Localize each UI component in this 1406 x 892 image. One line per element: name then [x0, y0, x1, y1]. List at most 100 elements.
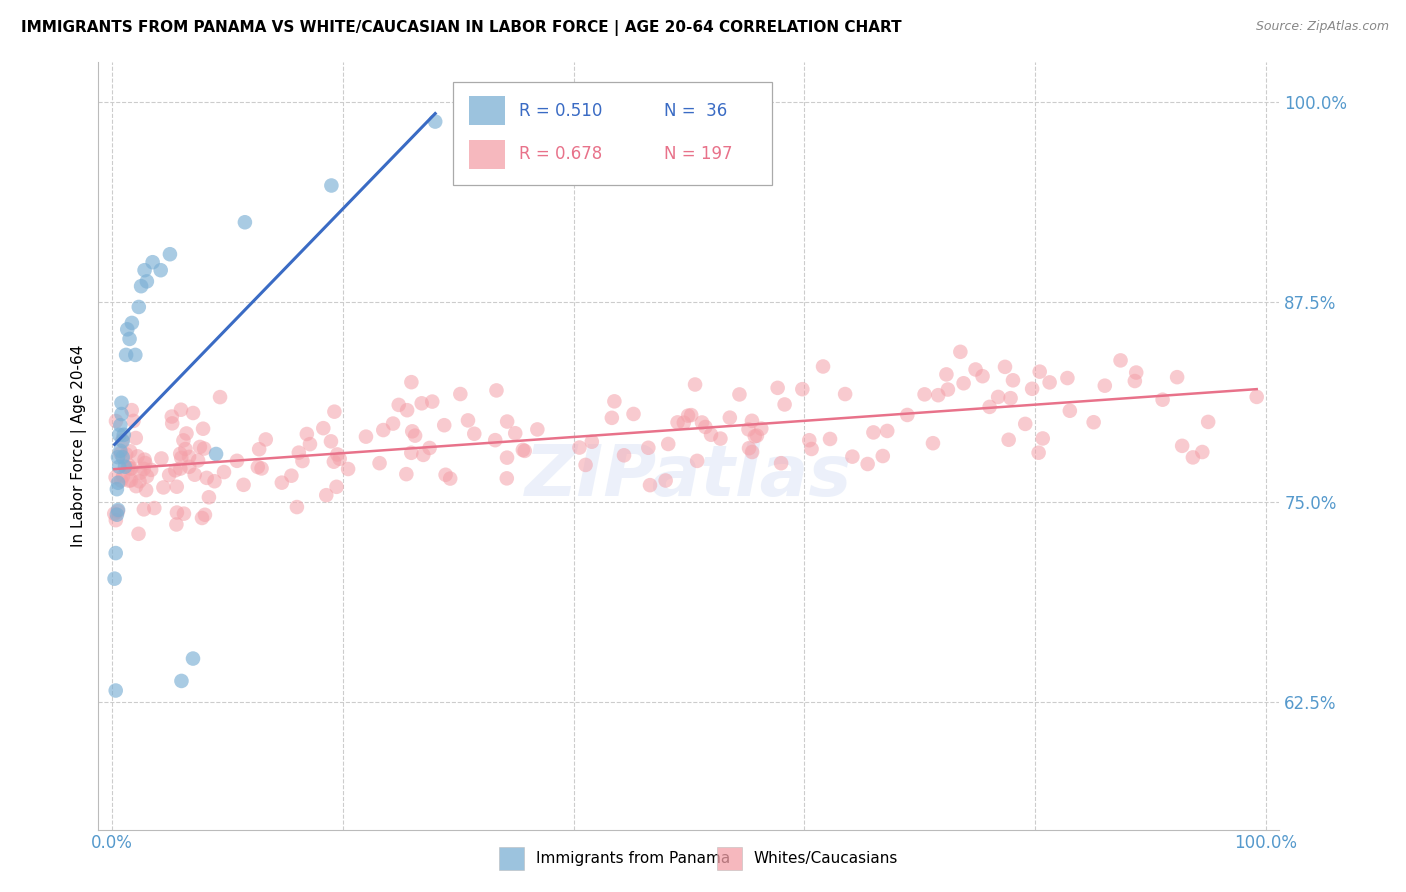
- Point: [395, 467, 418, 482]
- Point: [128, 475, 150, 489]
- Point: [404, 428, 426, 442]
- Point: [922, 436, 945, 450]
- Point: [862, 425, 884, 440]
- Point: [1021, 382, 1043, 396]
- Point: [198, 490, 221, 504]
- Point: [1166, 370, 1188, 384]
- Point: [233, 215, 256, 229]
- Point: [250, 461, 273, 475]
- Point: [181, 406, 204, 420]
- Point: [188, 440, 211, 454]
- Point: [681, 408, 703, 422]
- Point: [388, 398, 411, 412]
- Point: [149, 263, 172, 277]
- Text: R = 0.510: R = 0.510: [519, 102, 602, 120]
- Point: [1181, 450, 1204, 465]
- Point: [1171, 439, 1194, 453]
- Point: [120, 473, 142, 487]
- Point: [128, 526, 150, 541]
- Point: [800, 442, 823, 456]
- Point: [1125, 366, 1147, 380]
- Point: [745, 428, 768, 442]
- Point: [323, 405, 346, 419]
- Point: [110, 407, 132, 421]
- Point: [1056, 371, 1078, 385]
- Point: [172, 434, 194, 448]
- Point: [134, 452, 156, 467]
- Point: [672, 416, 695, 430]
- Point: [728, 387, 751, 401]
- Point: [110, 396, 132, 410]
- Point: [132, 502, 155, 516]
- Point: [927, 388, 949, 402]
- Point: [503, 426, 526, 441]
- Point: [204, 474, 226, 488]
- Point: [496, 450, 519, 465]
- Point: [686, 454, 709, 468]
- Point: [676, 409, 699, 423]
- Point: [142, 255, 165, 269]
- Point: [337, 462, 360, 476]
- Point: [195, 471, 218, 485]
- Point: [179, 459, 201, 474]
- Point: [1014, 417, 1036, 431]
- Point: [979, 400, 1001, 414]
- Point: [382, 417, 405, 431]
- Point: [110, 474, 132, 488]
- Point: [329, 451, 352, 466]
- Point: [280, 468, 302, 483]
- Point: [1028, 446, 1050, 460]
- Point: [401, 375, 423, 389]
- Point: [433, 418, 456, 433]
- Point: [744, 429, 766, 443]
- Point: [141, 463, 163, 477]
- Point: [997, 433, 1019, 447]
- Point: [132, 462, 155, 476]
- Text: ZIPatlas: ZIPatlas: [526, 442, 852, 511]
- Point: [212, 465, 235, 479]
- Point: [512, 442, 534, 457]
- Point: [439, 471, 461, 485]
- Point: [972, 369, 994, 384]
- Point: [773, 397, 796, 411]
- Point: [657, 437, 679, 451]
- Point: [574, 458, 596, 472]
- Point: [718, 410, 741, 425]
- Point: [285, 500, 308, 514]
- Point: [187, 453, 209, 467]
- Point: [936, 383, 959, 397]
- Point: [118, 332, 141, 346]
- Point: [949, 344, 972, 359]
- Point: [247, 442, 270, 457]
- Point: [112, 427, 135, 442]
- Point: [401, 446, 423, 460]
- Point: [135, 483, 157, 497]
- Point: [193, 442, 215, 456]
- Text: N = 197: N = 197: [664, 145, 733, 163]
- Point: [191, 422, 214, 436]
- Point: [373, 423, 395, 437]
- Point: [209, 390, 232, 404]
- Point: [177, 450, 200, 464]
- Point: [160, 417, 183, 431]
- Point: [792, 382, 814, 396]
- Point: [683, 377, 706, 392]
- Point: [315, 488, 337, 502]
- Point: [170, 673, 193, 688]
- Point: [666, 416, 689, 430]
- Point: [120, 461, 142, 475]
- Point: [766, 381, 789, 395]
- Text: Source: ZipAtlas.com: Source: ZipAtlas.com: [1256, 20, 1389, 33]
- Point: [117, 322, 139, 336]
- Point: [1246, 390, 1268, 404]
- Point: [987, 390, 1010, 404]
- Text: R = 0.678: R = 0.678: [519, 145, 602, 163]
- Point: [690, 416, 713, 430]
- Point: [1059, 403, 1081, 417]
- Point: [638, 478, 661, 492]
- Point: [194, 508, 217, 522]
- Point: [110, 443, 132, 458]
- Point: [111, 450, 134, 465]
- Point: [111, 433, 134, 447]
- Point: [254, 433, 277, 447]
